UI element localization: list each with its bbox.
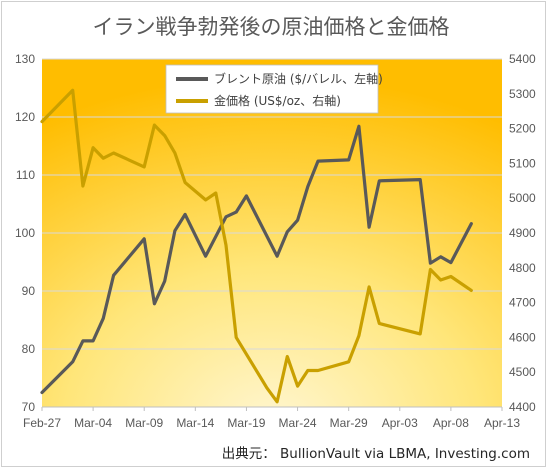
y-right-tick-label: 4600 [509, 330, 536, 344]
y-right-tick-label: 5400 [509, 52, 536, 66]
x-tick-label: Mar-09 [125, 416, 163, 430]
y-right-tick-label: 4500 [509, 365, 536, 379]
y-axis-right: 4400 4500 4600 4700 4800 4900 5000 5100 5200 5300… [509, 52, 536, 414]
y-left-tick-label: 100 [15, 226, 35, 240]
source-note: 出典元： BullionVault via LBMA, Investing.co… [222, 446, 530, 462]
x-tick-label: Apr-13 [484, 416, 520, 430]
y-right-tick-label: 4900 [509, 226, 536, 240]
series-line-brent [40, 124, 473, 395]
legend-label-gold: 金価格 (US$/oz、右軸) [214, 93, 341, 108]
y-axis-left: 70 80 90 100 110 120 130 [15, 52, 35, 414]
legend-label-brent: ブレント原油 ($/バレル、左軸) [214, 71, 383, 86]
x-tick-label: Mar-24 [279, 416, 317, 430]
y-left-tick-label: 90 [22, 284, 36, 298]
y-right-tick-label: 5300 [509, 87, 536, 101]
y-right-tick-label: 5000 [509, 191, 536, 205]
series-line-gold [40, 88, 473, 404]
x-tick-label: Feb-27 [23, 416, 61, 430]
legend-box [165, 64, 379, 114]
x-tick-label: Mar-19 [227, 416, 265, 430]
y-left-tick-label: 130 [15, 52, 35, 66]
y-right-tick-label: 5200 [509, 122, 536, 136]
x-tick-label: Mar-04 [74, 416, 112, 430]
legend: ブレント原油 ($/バレル、左軸) 金価格 (US$/oz、右軸) [165, 64, 383, 114]
y-right-tick-label: 5100 [509, 156, 536, 170]
x-tick-label: Mar-14 [176, 416, 214, 430]
y-left-tick-label: 110 [16, 168, 35, 182]
y-left-tick-label: 80 [22, 342, 36, 356]
x-tick-label: Mar-29 [330, 416, 368, 430]
y-left-tick-label: 70 [22, 400, 36, 414]
chart-title: イラン戦争勃発後の原油価格と金価格 [93, 15, 450, 39]
y-right-tick-label: 4800 [509, 261, 536, 275]
series-group [40, 88, 473, 404]
x-axis: Feb-27 Mar-04 Mar-09 Mar-14 Mar-19 Mar-24 Mar-… [23, 406, 520, 430]
y-right-tick-label: 4400 [509, 400, 536, 414]
x-tick-label: Apr-08 [433, 416, 469, 430]
x-tick-label: Apr-03 [382, 416, 418, 430]
y-right-tick-label: 4700 [509, 296, 536, 310]
y-left-tick-label: 120 [15, 110, 35, 124]
